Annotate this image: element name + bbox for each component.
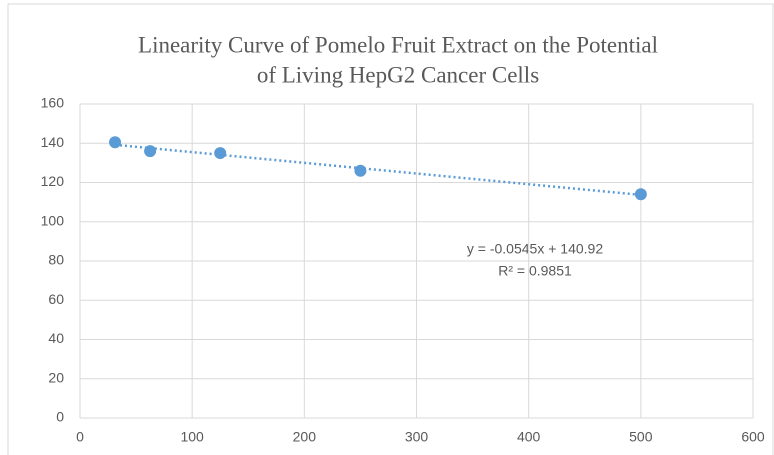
x-tick-label: 600 (741, 429, 765, 445)
x-tick-label: 500 (629, 429, 653, 445)
x-tick-label: 0 (76, 429, 84, 445)
x-tick-label: 200 (293, 429, 317, 445)
chart-title: Linearity Curve of Pomelo Fruit Extract … (138, 32, 658, 57)
x-tick-label: 300 (405, 429, 429, 445)
y-tick-label: 40 (48, 330, 64, 346)
data-point (214, 147, 227, 160)
chart-frame (7, 3, 774, 455)
x-tick-label: 100 (180, 429, 204, 445)
y-tick-label: 160 (41, 95, 65, 111)
trendline (114, 143, 641, 197)
x-tick-label: 400 (517, 429, 541, 445)
data-point (634, 188, 647, 201)
data-point (109, 136, 122, 149)
y-tick-label: 100 (41, 212, 65, 228)
annotation: R² = 0.9851 (498, 263, 572, 279)
y-tick-label: 0 (56, 409, 64, 425)
chart-title: of Living HepG2 Cancer Cells (257, 62, 539, 87)
y-tick-label: 120 (41, 173, 65, 189)
y-tick-label: 140 (41, 134, 65, 150)
data-point (354, 164, 367, 177)
y-tick-label: 60 (48, 291, 64, 307)
y-tick-label: 80 (48, 252, 64, 268)
annotation: y = -0.0545x + 140.92 (467, 241, 603, 257)
y-tick-label: 20 (48, 369, 64, 385)
data-point (144, 145, 157, 158)
